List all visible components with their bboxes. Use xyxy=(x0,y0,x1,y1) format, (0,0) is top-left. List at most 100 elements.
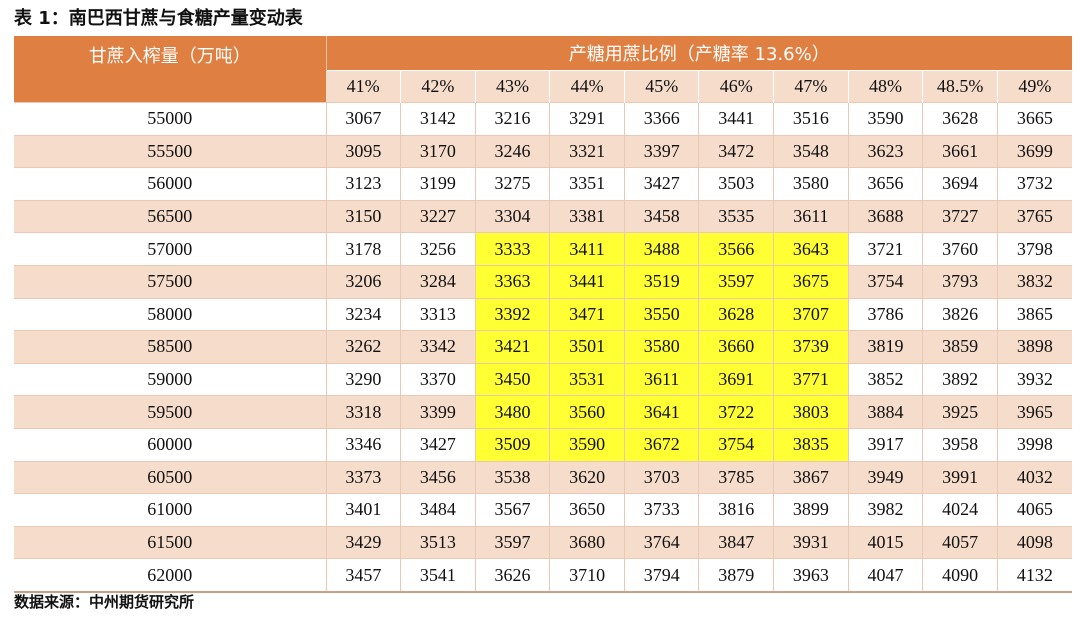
sugar-output-cell: 4032 xyxy=(996,460,1072,494)
sugar-output-cell: 3710 xyxy=(549,558,625,593)
sugar-output-cell: 3590 xyxy=(549,427,625,462)
sugar-output-cell: 3441 xyxy=(698,102,774,136)
sugar-output-cell: 4057 xyxy=(922,525,998,559)
sugar-output-cell: 3123 xyxy=(325,167,401,201)
sugar-output-cell: 3256 xyxy=(400,232,476,266)
sugar-output-cell: 3786 xyxy=(847,297,923,331)
sugar-output-cell: 3541 xyxy=(400,558,476,593)
sugar-output-cell: 3484 xyxy=(400,493,476,527)
cane-volume-cell: 60500 xyxy=(14,460,327,494)
sugar-output-cell: 3503 xyxy=(698,167,774,201)
sugar-output-cell: 3867 xyxy=(773,460,849,494)
sugar-output-cell: 3206 xyxy=(325,264,401,299)
ratio-column-header: 47% xyxy=(773,70,849,103)
sugar-output-cell: 3865 xyxy=(996,297,1072,331)
sugar-output-cell: 3727 xyxy=(922,199,998,233)
sugar-output-cell: 3566 xyxy=(698,232,774,266)
table-row: 57500 3206 3284 3363 3441 3519 3597 3675 3754 379… xyxy=(14,264,1072,299)
sugar-output-cell: 3519 xyxy=(623,264,699,299)
sugar-output-cell: 3998 xyxy=(996,427,1072,462)
sugar-output-cell: 3626 xyxy=(474,558,550,593)
sugar-output-cell: 3290 xyxy=(325,362,401,396)
sugar-output-cell: 3262 xyxy=(325,330,401,364)
table-row: 58000 3234 3313 3392 3471 3550 3628 3707 3786 382… xyxy=(14,297,1072,331)
sugar-output-cell: 3333 xyxy=(474,232,550,266)
sugar-output-cell: 3381 xyxy=(549,199,625,233)
sugar-output-cell: 3733 xyxy=(623,493,699,527)
sugar-output-cell: 3590 xyxy=(847,102,923,136)
table-row: 59000 3290 3370 3450 3531 3611 3691 3771 3852 389… xyxy=(14,362,1072,396)
sugar-output-cell: 3370 xyxy=(400,362,476,396)
sugar-output-cell: 3721 xyxy=(847,232,923,266)
sugar-output-cell: 4024 xyxy=(922,493,998,527)
sugar-output-cell: 3597 xyxy=(474,525,550,559)
sugar-output-cell: 3754 xyxy=(698,427,774,462)
sugar-output-cell: 3142 xyxy=(400,102,476,136)
cane-volume-cell: 57000 xyxy=(14,232,327,266)
sugar-output-cell: 3450 xyxy=(474,362,550,396)
cane-volume-cell: 61000 xyxy=(14,493,327,527)
sugar-output-table-container: 甘蔗入榨量（万吨） 产糖用蔗比例（产糖率 13.6%） 41% 42% 43% 44%… xyxy=(14,36,1072,593)
sugar-output-cell: 3628 xyxy=(922,102,998,136)
sugar-output-cell: 3456 xyxy=(400,460,476,494)
sugar-output-cell: 3342 xyxy=(400,330,476,364)
sugar-output-cell: 3931 xyxy=(773,525,849,559)
sugar-output-cell: 3650 xyxy=(549,493,625,527)
sugar-output-cell: 3457 xyxy=(325,558,401,593)
table-row: 60000 3346 3427 3509 3590 3672 3754 3835 3917 395… xyxy=(14,427,1072,462)
sugar-output-cell: 3819 xyxy=(847,330,923,364)
sugar-output-cell: 3509 xyxy=(474,427,550,462)
ratio-column-header: 45% xyxy=(623,70,699,103)
table-row: 58500 3262 3342 3421 3501 3580 3660 3739 3819 385… xyxy=(14,330,1072,364)
sugar-output-cell: 3722 xyxy=(698,395,774,429)
table-row: 61000 3401 3484 3567 3650 3733 3816 3899 3982 402… xyxy=(14,493,1072,527)
table-row: 62000 3457 3541 3626 3710 3794 3879 3963 4047 409… xyxy=(14,558,1072,593)
sugar-output-cell: 3707 xyxy=(773,297,849,331)
sugar-output-cell: 3656 xyxy=(847,167,923,201)
sugar-output-cell: 3847 xyxy=(698,525,774,559)
sugar-output-cell: 3351 xyxy=(549,167,625,201)
sugar-output-cell: 3535 xyxy=(698,199,774,233)
sugar-output-cell: 3675 xyxy=(773,264,849,299)
cane-volume-cell: 57500 xyxy=(14,264,327,299)
sugar-output-cell: 3580 xyxy=(623,330,699,364)
table-body: 55000 3067 3142 3216 3291 3366 3441 3516 3590 362… xyxy=(14,102,1072,593)
sugar-output-cell: 3095 xyxy=(325,134,401,168)
sugar-output-cell: 3991 xyxy=(922,460,998,494)
group-header-ratio: 产糖用蔗比例（产糖率 13.6%） xyxy=(325,36,1072,71)
cane-volume-cell: 55500 xyxy=(14,134,327,168)
sugar-output-cell: 3550 xyxy=(623,297,699,331)
sugar-output-cell: 3628 xyxy=(698,297,774,331)
sugar-output-cell: 3411 xyxy=(549,232,625,266)
cane-volume-cell: 56500 xyxy=(14,199,327,233)
cane-volume-cell: 61500 xyxy=(14,525,327,559)
ratio-column-header: 48.5% xyxy=(922,70,998,103)
sugar-output-cell: 3623 xyxy=(847,134,923,168)
sugar-output-cell: 3516 xyxy=(773,102,849,136)
sugar-output-cell: 3898 xyxy=(996,330,1072,364)
sugar-output-cell: 3764 xyxy=(623,525,699,559)
sugar-output-cell: 3421 xyxy=(474,330,550,364)
sugar-output-cell: 3067 xyxy=(325,102,401,136)
cane-volume-cell: 55000 xyxy=(14,102,327,136)
sugar-output-cell: 4065 xyxy=(996,493,1072,527)
sugar-output-table: 甘蔗入榨量（万吨） 产糖用蔗比例（产糖率 13.6%） 41% 42% 43% 44%… xyxy=(14,36,1072,593)
sugar-output-cell: 3304 xyxy=(474,199,550,233)
table-row: 56000 3123 3199 3275 3351 3427 3503 3580 3656 369… xyxy=(14,167,1072,201)
ratio-column-header: 42% xyxy=(400,70,476,103)
cane-volume-cell: 59000 xyxy=(14,362,327,396)
sugar-output-cell: 4098 xyxy=(996,525,1072,559)
sugar-output-cell: 3392 xyxy=(474,297,550,331)
sugar-output-cell: 3488 xyxy=(623,232,699,266)
sugar-output-cell: 3597 xyxy=(698,264,774,299)
sugar-output-cell: 3366 xyxy=(623,102,699,136)
ratio-column-header: 44% xyxy=(549,70,625,103)
sugar-output-cell: 3958 xyxy=(922,427,998,462)
sugar-output-cell: 3458 xyxy=(623,199,699,233)
sugar-output-cell: 3760 xyxy=(922,232,998,266)
header-row: 甘蔗入榨量（万吨） 产糖用蔗比例（产糖率 13.6%） xyxy=(14,36,1072,103)
table-row: 55000 3067 3142 3216 3291 3366 3441 3516 3590 362… xyxy=(14,102,1072,136)
sugar-output-cell: 3441 xyxy=(549,264,625,299)
sugar-output-cell: 3688 xyxy=(847,199,923,233)
table-row: 55500 3095 3170 3246 3321 3397 3472 3548 3623 366… xyxy=(14,134,1072,168)
